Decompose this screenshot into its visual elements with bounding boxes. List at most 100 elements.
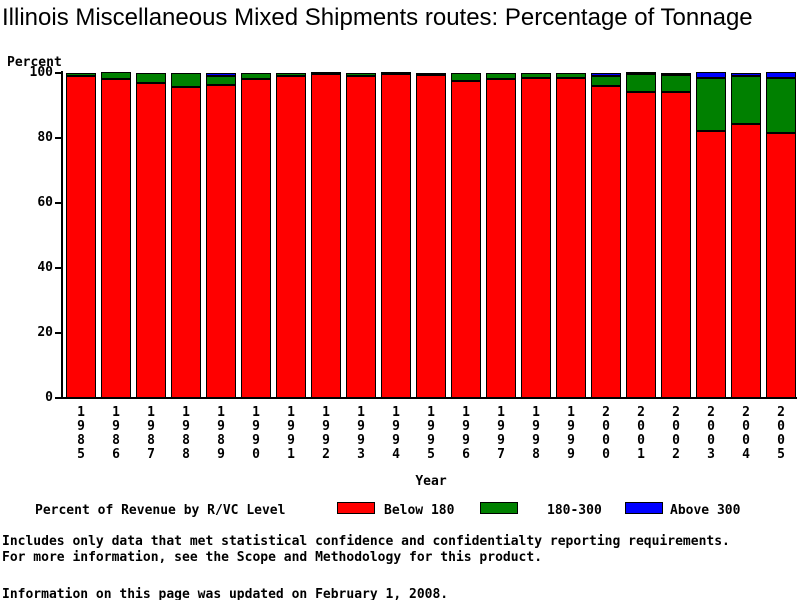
bar-segment-below-180 xyxy=(626,92,656,398)
y-tick-mark xyxy=(55,202,61,204)
bar-segment-below-180 xyxy=(171,87,201,398)
bar-segment-below-180 xyxy=(206,85,236,398)
legend-label-180-300: 180-300 xyxy=(547,503,602,518)
x-tick-label-1993: 1 9 9 3 xyxy=(357,405,365,462)
bar-1998 xyxy=(521,73,551,398)
bar-segment-below-180 xyxy=(276,76,306,398)
bar-segment-below-180 xyxy=(381,74,411,398)
bar-segment-below-180 xyxy=(556,78,586,398)
bar-segment-180-300 xyxy=(136,73,166,83)
bar-segment-above-300 xyxy=(626,72,656,74)
bar-segment-180-300 xyxy=(171,73,201,87)
bar-segment-below-180 xyxy=(521,78,551,398)
bar-segment-180-300 xyxy=(451,73,481,81)
bar-segment-above-300 xyxy=(731,73,761,76)
bar-segment-below-180 xyxy=(311,74,341,398)
bar-1986 xyxy=(101,72,131,398)
x-axis-line xyxy=(61,397,797,399)
bar-segment-180-300 xyxy=(416,73,446,75)
y-tick-mark xyxy=(55,72,61,74)
bar-segment-above-300 xyxy=(661,73,691,75)
bar-segment-180-300 xyxy=(381,72,411,74)
bar-segment-below-180 xyxy=(591,86,621,398)
x-tick-label-1997: 1 9 9 7 xyxy=(497,405,505,462)
bar-2004 xyxy=(731,73,761,398)
bar-1985 xyxy=(66,73,96,398)
bars xyxy=(66,71,796,398)
bar-1991 xyxy=(276,73,306,398)
y-tick-label: 20 xyxy=(37,325,53,340)
x-tick-label-1996: 1 9 9 6 xyxy=(462,405,470,462)
y-tick-mark xyxy=(55,137,61,139)
x-tick-label-1986: 1 9 8 6 xyxy=(112,405,120,462)
bar-1987 xyxy=(136,73,166,398)
bar-segment-180-300 xyxy=(311,72,341,74)
y-axis-line xyxy=(61,71,63,398)
bar-segment-180-300 xyxy=(241,73,271,79)
y-axis-title: Percent xyxy=(7,55,62,70)
x-tick-label-2005: 2 0 0 5 xyxy=(777,405,785,462)
legend-label-below-180: Below 180 xyxy=(384,503,455,518)
bar-segment-below-180 xyxy=(66,76,96,398)
bar-1994 xyxy=(381,72,411,398)
chart-title: Illinois Miscellaneous Mixed Shipments r… xyxy=(2,4,753,31)
x-axis-labels: 1 9 8 5 1 9 8 6 1 9 8 7 1 9 8 8 1 9 8 9 1 9 9… xyxy=(66,406,796,462)
x-tick-label-1990: 1 9 9 0 xyxy=(252,405,260,462)
bar-segment-below-180 xyxy=(486,79,516,398)
bar-2005 xyxy=(766,72,796,398)
bar-segment-180-300 xyxy=(101,72,131,79)
x-tick-label-1995: 1 9 9 5 xyxy=(427,405,435,462)
bar-segment-above-300 xyxy=(696,72,726,78)
bar-segment-below-180 xyxy=(346,76,376,398)
bar-1993 xyxy=(346,73,376,398)
bar-2001 xyxy=(626,72,656,398)
bar-segment-below-180 xyxy=(451,81,481,398)
bar-1997 xyxy=(486,73,516,398)
footer-note-line2: For more information, see the Scope and … xyxy=(2,550,543,565)
bar-segment-above-300 xyxy=(206,73,236,76)
bar-segment-180-300 xyxy=(276,73,306,76)
y-tick-label: 100 xyxy=(29,65,53,80)
bar-1992 xyxy=(311,72,341,398)
x-tick-label-1991: 1 9 9 1 xyxy=(287,405,295,462)
bar-segment-180-300 xyxy=(626,74,656,92)
bar-1999 xyxy=(556,73,586,398)
bar-1996 xyxy=(451,73,481,398)
bar-segment-below-180 xyxy=(241,79,271,398)
bar-segment-180-300 xyxy=(521,73,551,78)
bar-2003 xyxy=(696,72,726,398)
bar-segment-180-300 xyxy=(731,76,761,124)
legend-swatch-180-300 xyxy=(480,502,518,514)
bar-1995 xyxy=(416,73,446,398)
x-tick-label-2003: 2 0 0 3 xyxy=(707,405,715,462)
legend-title: Percent of Revenue by R/VC Level xyxy=(35,503,286,518)
footer-note-line1: Includes only data that met statistical … xyxy=(2,534,730,549)
legend-swatch-above-300 xyxy=(625,502,663,514)
y-tick-label: 60 xyxy=(37,195,53,210)
bar-segment-180-300 xyxy=(66,73,96,76)
bar-segment-180-300 xyxy=(346,73,376,76)
x-tick-label-1985: 1 9 8 5 xyxy=(77,405,85,462)
bar-segment-180-300 xyxy=(556,73,586,78)
y-tick-label: 0 xyxy=(45,390,53,405)
bar-segment-below-180 xyxy=(416,75,446,398)
bar-segment-180-300 xyxy=(591,76,621,86)
bar-segment-180-300 xyxy=(696,78,726,131)
bar-segment-above-300 xyxy=(766,72,796,78)
footer-updated-date: Information on this page was updated on … xyxy=(2,587,449,600)
y-tick-label: 40 xyxy=(37,260,53,275)
bar-segment-below-180 xyxy=(136,83,166,398)
x-tick-label-1989: 1 9 8 9 xyxy=(217,405,225,462)
bar-segment-below-180 xyxy=(661,92,691,398)
bar-segment-180-300 xyxy=(661,75,691,92)
legend-swatch-below-180 xyxy=(337,502,375,514)
legend-label-above-300: Above 300 xyxy=(670,503,741,518)
x-tick-label-2001: 2 0 0 1 xyxy=(637,405,645,462)
bar-segment-below-180 xyxy=(766,133,796,398)
x-tick-label-2002: 2 0 0 2 xyxy=(672,405,680,462)
x-tick-label-2004: 2 0 0 4 xyxy=(742,405,750,462)
x-axis-title: Year xyxy=(415,474,447,489)
bar-segment-180-300 xyxy=(486,73,516,79)
bar-segment-below-180 xyxy=(696,131,726,398)
